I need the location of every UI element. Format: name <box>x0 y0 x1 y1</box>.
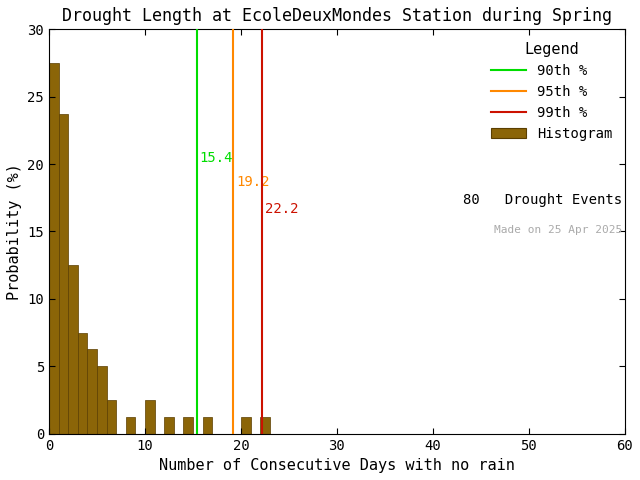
Title: Drought Length at EcoleDeuxMondes Station during Spring: Drought Length at EcoleDeuxMondes Statio… <box>62 7 612 25</box>
Bar <box>68 265 78 433</box>
Bar <box>241 417 251 433</box>
Bar <box>59 113 68 433</box>
Bar <box>78 333 88 433</box>
Bar <box>49 63 59 433</box>
Bar <box>97 366 107 433</box>
Bar <box>164 417 174 433</box>
X-axis label: Number of Consecutive Days with no rain: Number of Consecutive Days with no rain <box>159 458 515 473</box>
Bar <box>145 400 155 433</box>
Bar <box>126 417 136 433</box>
Text: 15.4: 15.4 <box>200 151 233 165</box>
Bar <box>88 349 97 433</box>
Text: 22.2: 22.2 <box>265 202 298 216</box>
Legend: 90th %, 95th %, 99th %, Histogram: 90th %, 95th %, 99th %, Histogram <box>485 36 618 146</box>
Y-axis label: Probability (%): Probability (%) <box>7 163 22 300</box>
Text: Made on 25 Apr 2025: Made on 25 Apr 2025 <box>493 226 622 235</box>
Bar <box>184 417 193 433</box>
Bar <box>107 400 116 433</box>
Bar <box>203 417 212 433</box>
Bar <box>260 417 269 433</box>
Text: 80   Drought Events: 80 Drought Events <box>463 193 622 207</box>
Text: 19.2: 19.2 <box>236 175 269 189</box>
